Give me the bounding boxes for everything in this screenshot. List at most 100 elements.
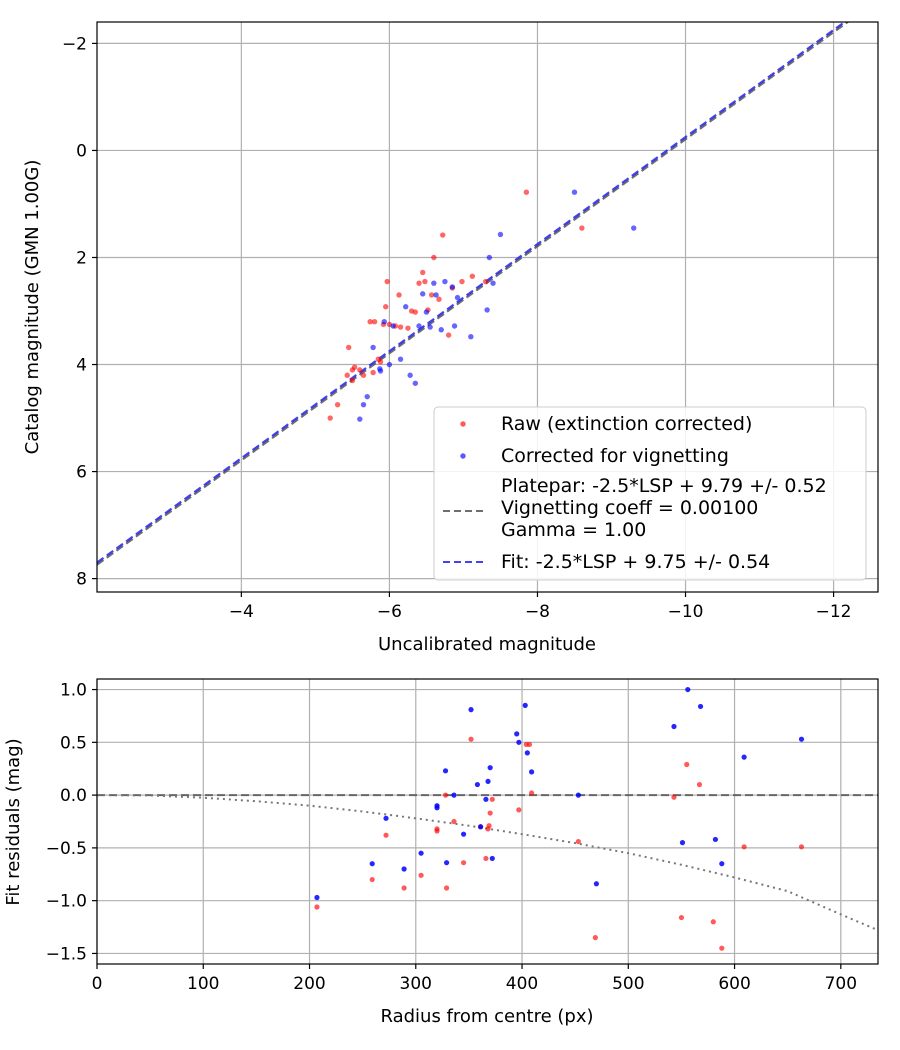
corrected-residual-point	[719, 861, 725, 867]
raw-point	[405, 325, 411, 331]
raw-residual-point	[369, 876, 375, 883]
legend-marker-raw	[460, 421, 466, 427]
raw-residual-point	[383, 832, 389, 838]
corrected-point	[433, 292, 439, 298]
bottom-axes-frame	[96, 678, 879, 965]
legend-platepar-line-1: Platepar: -2.5*LSP + 9.79 +/- 0.52	[501, 475, 827, 497]
corrected-residual-point	[741, 754, 747, 760]
bottom-y-tick-label: −1.5	[46, 944, 87, 964]
top-y-tick-label: 6	[76, 463, 87, 483]
raw-residual-point	[443, 885, 450, 891]
raw-residual-point	[468, 736, 474, 742]
raw-point	[383, 304, 389, 310]
bottom-y-ticks: −1.5 −1.0 −0.5 0.0 0.5 1.0	[46, 681, 97, 964]
raw-residual-point	[483, 855, 489, 862]
raw-point	[367, 319, 373, 325]
raw-residual-point	[418, 872, 424, 878]
top-panel: −4 −6 −8 −10 −12 −2 0 2 4 6 8 Uncalibrated magnit…	[22, 21, 879, 655]
top-x-ticks: −4 −6 −8 −10 −12	[229, 592, 852, 622]
bottom-x-tick-label: 400	[506, 974, 538, 994]
top-y-tick-label: −2	[62, 34, 87, 54]
corrected-point	[423, 309, 430, 315]
corrected-point	[449, 284, 456, 290]
raw-point	[469, 273, 476, 279]
raw-point	[370, 369, 376, 376]
corrected-point	[571, 189, 578, 195]
corrected-point	[486, 254, 493, 261]
top-y-tick-label: 4	[76, 356, 87, 376]
corrected-point	[397, 356, 404, 362]
bottom-y-tick-label: −0.5	[46, 839, 87, 859]
corrected-point	[484, 307, 490, 313]
legend-box	[433, 406, 867, 581]
raw-point	[334, 401, 341, 408]
top-y-axis-label: Catalog magnitude (GMN 1.00G)	[22, 160, 43, 455]
bottom-y-tick-label: 0.5	[60, 733, 87, 753]
corrected-point	[416, 323, 422, 329]
raw-point	[579, 225, 585, 231]
corrected-residual-point	[451, 792, 457, 798]
corrected-point	[407, 372, 413, 378]
raw-residual-point	[460, 860, 467, 866]
legend: Raw (extinction corrected) Corrected for…	[433, 406, 867, 581]
corrected-residual-point	[798, 736, 805, 742]
raw-residual-point	[710, 919, 716, 925]
bottom-y-axis-label: Fit residuals (mag)	[3, 738, 24, 905]
corrected-point	[442, 278, 448, 285]
corrected-point	[357, 416, 363, 422]
legend-label-platepar: Platepar: -2.5*LSP + 9.79 +/- 0.52 Vigne…	[501, 475, 833, 541]
bottom-y-tick-label: 1.0	[60, 681, 87, 701]
corrected-residual-point	[516, 739, 522, 745]
raw-residual-point	[451, 818, 457, 825]
raw-residual-point	[489, 796, 495, 802]
corrected-point	[381, 319, 387, 325]
bottom-x-tick-label: 500	[612, 974, 644, 994]
corrected-residual-point	[383, 815, 389, 821]
legend-label-fit: Fit: -2.5*LSP + 9.75 +/- 0.54	[501, 551, 770, 573]
raw-residual-point	[678, 914, 685, 921]
corrected-residual-point	[524, 750, 530, 756]
raw-point	[482, 278, 489, 285]
raw-point	[459, 278, 465, 285]
raw-residual-point	[486, 823, 492, 829]
raw-residual-point	[516, 807, 522, 813]
top-axes-frame	[96, 21, 879, 593]
corrected-point	[364, 393, 370, 400]
corrected-residual-point	[477, 824, 484, 830]
legend-marker-corrected	[460, 453, 466, 459]
bottom-x-tick-label: 300	[400, 974, 432, 994]
raw-point	[445, 332, 452, 338]
raw-residual-point	[314, 904, 320, 910]
raw-point	[440, 232, 446, 238]
legend-platepar-line-2: Vignetting coeff = 0.00100	[501, 497, 758, 519]
raw-residual-point	[696, 781, 703, 788]
vignetting-curve	[96, 794, 879, 932]
corrected-point	[431, 280, 437, 286]
raw-point	[344, 372, 350, 378]
raw-point	[371, 319, 378, 325]
bottom-x-axis-label: Radius from centre (px)	[380, 1006, 593, 1027]
corrected-residual-point	[434, 805, 440, 811]
raw-point	[349, 377, 356, 384]
raw-point	[396, 292, 402, 298]
corrected-point	[631, 225, 637, 231]
raw-point	[412, 309, 419, 315]
raw-point	[416, 280, 422, 286]
top-x-tick-label: −4	[229, 602, 254, 622]
corrected-point	[390, 323, 396, 329]
corrected-point	[377, 368, 384, 374]
raw-residual-point	[526, 741, 533, 748]
corrected-residual-point	[483, 796, 489, 802]
legend-label-corrected: Corrected for vignetting	[501, 445, 729, 467]
corrected-residual-point	[487, 765, 493, 771]
top-x-tick-label: −10	[668, 602, 704, 622]
bottom-lines	[96, 794, 879, 932]
corrected-point	[497, 231, 504, 238]
corrected-point	[438, 327, 444, 333]
corrected-residual-point	[671, 723, 677, 730]
raw-point	[345, 344, 352, 351]
top-x-tick-label: −8	[525, 602, 550, 622]
corrected-point	[454, 294, 461, 301]
corrected-residual-point	[489, 855, 495, 862]
raw-point	[523, 189, 530, 195]
